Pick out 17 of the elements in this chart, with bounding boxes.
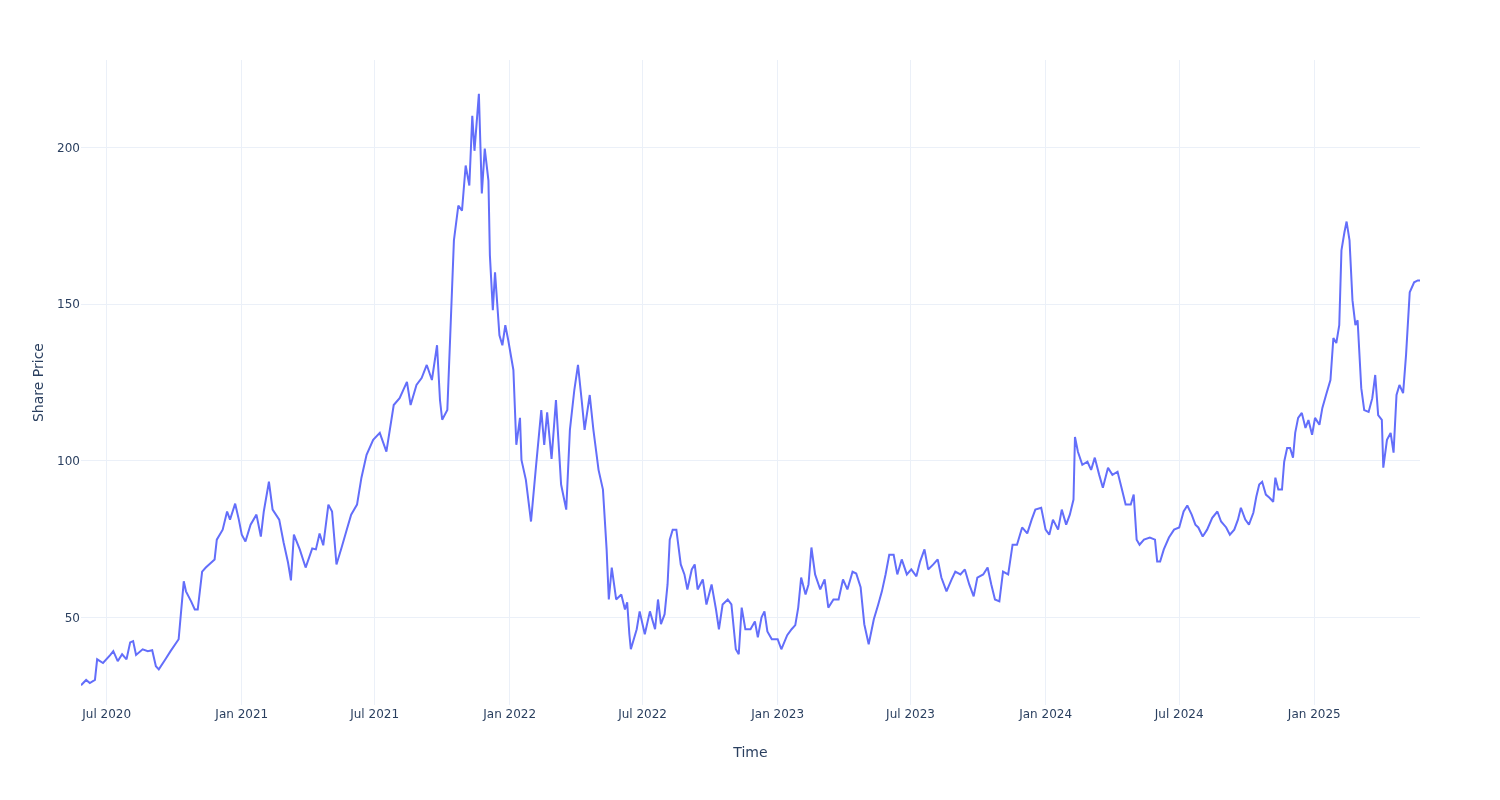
- line-series: [81, 92, 1420, 687]
- x-tick-label: Jan 2023: [750, 707, 805, 721]
- y-axis-title: Share Price: [30, 342, 46, 423]
- x-tick-label: Jul 2022: [617, 707, 668, 721]
- x-axis-title: Time: [732, 744, 768, 760]
- x-tick-label: Jan 2021: [214, 707, 269, 721]
- y-tick-label: 50: [64, 610, 80, 625]
- x-tick-label: Jul 2023: [885, 707, 935, 721]
- y-tick-label: 150: [57, 297, 80, 312]
- y-tick-label: 100: [57, 453, 80, 468]
- x-tick-label: Jan 2025: [1286, 707, 1341, 721]
- x-tick-label: Jan 2024: [1018, 707, 1073, 721]
- x-tick-label: Jan 2022: [482, 707, 537, 721]
- y-tick-label: 200: [57, 140, 80, 155]
- x-tick-label: Jul 2020: [81, 707, 132, 721]
- x-tick-label: Jul 2021: [349, 707, 400, 721]
- x-tick-label: Jul 2024: [1153, 707, 1204, 721]
